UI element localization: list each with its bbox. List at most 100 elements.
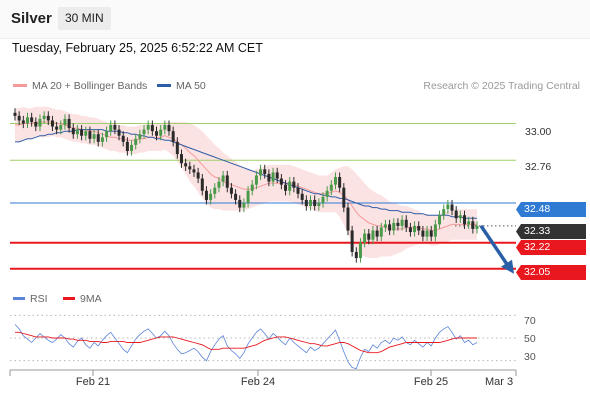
timestamp: Tuesday, February 25, 2025 6:52:22 AM CE… xyxy=(12,41,263,55)
candle-body xyxy=(321,196,325,203)
candle-body xyxy=(175,141,179,155)
candle-body xyxy=(471,221,475,229)
level-label-33-00: 33.00 xyxy=(525,126,552,138)
candle-body xyxy=(429,230,433,237)
candle-body xyxy=(296,187,300,194)
candle-body xyxy=(146,125,150,130)
candle-body xyxy=(425,230,429,237)
candle-body xyxy=(130,144,134,152)
candle-body xyxy=(288,181,292,191)
legend-9ma: 9MA xyxy=(63,293,102,305)
chart-header: Silver 30 MIN xyxy=(0,0,590,39)
candle-body xyxy=(184,163,188,167)
x-label-mar3: Mar 3 xyxy=(484,376,514,388)
candle-body xyxy=(34,121,38,127)
candle-body xyxy=(188,166,192,170)
candle-body xyxy=(134,138,138,145)
candle-body xyxy=(392,222,396,231)
price-tag-last-32-33: 32.33 xyxy=(516,224,586,239)
candle-body xyxy=(25,117,29,124)
candle-body xyxy=(234,193,238,200)
candle-body xyxy=(413,225,417,233)
price-tag-32-22: 32.22 xyxy=(516,240,586,255)
candle-body xyxy=(75,129,79,135)
x-axis xyxy=(9,369,517,376)
candle-body xyxy=(304,199,308,207)
candle-body xyxy=(254,175,258,185)
candle-body xyxy=(117,129,121,136)
price-levels xyxy=(10,123,516,270)
candle-body xyxy=(30,117,34,122)
candle-body xyxy=(217,181,221,188)
candle-body xyxy=(388,224,392,231)
moving-averages xyxy=(15,121,477,231)
x-label-feb25: Feb 25 xyxy=(413,376,449,388)
candle-body xyxy=(221,175,225,182)
legend-ma20-bollinger: MA 20 + Bollinger Bands xyxy=(13,80,147,92)
rsi-tick-30: 30 xyxy=(524,351,536,363)
level-label-32-76: 32.76 xyxy=(525,161,552,173)
candle-body xyxy=(379,227,383,237)
candle-body xyxy=(179,154,183,164)
candle-body xyxy=(38,118,42,127)
candle-body xyxy=(50,120,54,127)
candle-body xyxy=(159,129,163,136)
rsi-line xyxy=(14,324,478,370)
forecast-arrow xyxy=(479,224,514,274)
candle-body xyxy=(63,118,67,126)
candle-body xyxy=(363,233,367,243)
legend-label-rsi: RSI xyxy=(30,293,48,305)
candlesticks xyxy=(13,108,479,263)
forecast-arrow-shaft xyxy=(479,224,510,267)
candle-body xyxy=(84,131,88,136)
candle-body xyxy=(271,172,275,182)
timeframe-badge[interactable]: 30 MIN xyxy=(58,7,111,30)
candle-body xyxy=(59,125,63,130)
candle-body xyxy=(354,251,358,259)
candle-body xyxy=(275,172,279,179)
candle-body xyxy=(109,125,113,132)
candle-body xyxy=(167,125,171,132)
candle-body xyxy=(300,193,304,200)
candle-body xyxy=(333,177,337,185)
candle-body xyxy=(105,131,109,138)
candle-body xyxy=(259,169,263,176)
candle-body xyxy=(404,219,408,228)
ma20-line xyxy=(15,121,477,231)
price-tag-32-48: 32.48 xyxy=(516,202,586,217)
legend-label-ma20: MA 20 + Bollinger Bands xyxy=(32,80,148,92)
candle-body xyxy=(329,184,333,191)
candle-body xyxy=(400,219,404,226)
candle-body xyxy=(92,134,96,139)
rsi-tick-50: 50 xyxy=(524,333,536,345)
candle-body xyxy=(446,204,450,210)
candle-body xyxy=(150,125,154,132)
candle-body xyxy=(113,125,117,130)
candle-body xyxy=(396,222,400,226)
x-label-feb21: Feb 21 xyxy=(75,376,111,388)
candle-body xyxy=(433,224,437,237)
candle-body xyxy=(467,221,471,225)
candle-body xyxy=(342,187,346,208)
candle-body xyxy=(371,230,375,240)
rsi-lines xyxy=(14,324,478,370)
candle-body xyxy=(383,224,387,228)
candle-body xyxy=(317,202,321,207)
candle-body xyxy=(408,227,412,233)
candle-body xyxy=(46,115,50,121)
candle-body xyxy=(71,128,75,135)
candle-body xyxy=(225,175,229,188)
legend-ma50: MA 50 xyxy=(157,80,206,92)
candle-body xyxy=(250,184,254,191)
credit-text: Research © 2025 Trading Central xyxy=(423,80,580,92)
candle-body xyxy=(367,233,371,240)
candle-body xyxy=(80,129,84,136)
legend-rsi: RSI xyxy=(13,293,48,305)
forecast-arrow-head xyxy=(501,259,514,274)
legend-swatch-ma20 xyxy=(13,83,27,87)
price-tag-32-05: 32.05 xyxy=(516,265,586,280)
candle-body xyxy=(204,190,208,200)
rsi-tick-70: 70 xyxy=(524,315,536,327)
candle-body xyxy=(138,134,142,139)
legend-label-ma50: MA 50 xyxy=(176,80,206,92)
